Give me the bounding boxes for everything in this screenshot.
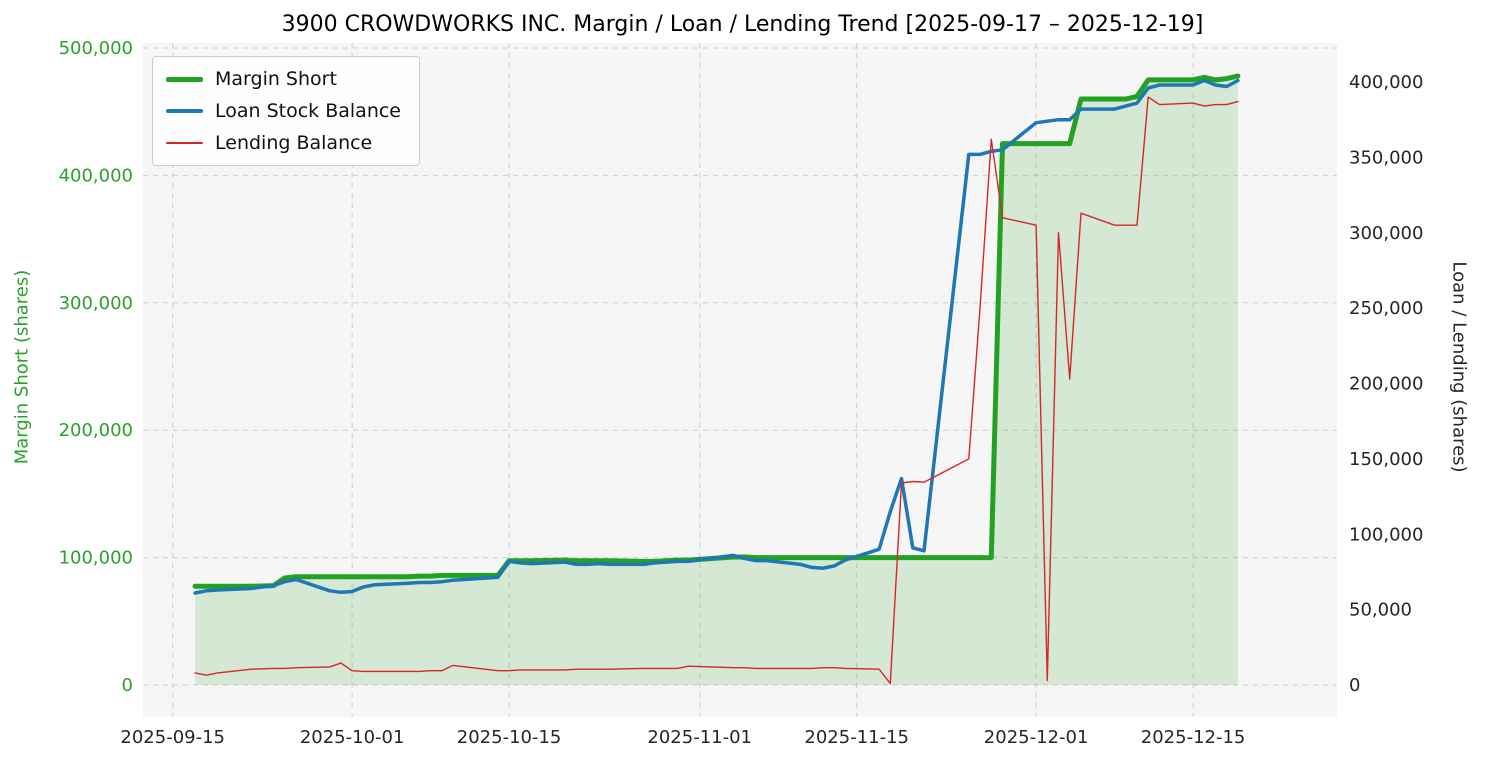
svg-text:400,000: 400,000: [59, 165, 133, 186]
svg-text:100,000: 100,000: [1349, 524, 1423, 545]
svg-text:100,000: 100,000: [59, 548, 133, 569]
chart-title: 3900 CROWDWORKS INC. Margin / Loan / Len…: [281, 12, 1204, 37]
svg-text:150,000: 150,000: [1349, 449, 1423, 470]
margin-short-line-sample: [166, 76, 203, 82]
lending-line-sample: [166, 142, 203, 144]
svg-text:2025-10-01: 2025-10-01: [300, 727, 405, 748]
svg-text:0: 0: [1349, 675, 1360, 696]
legend-label-loan-stock-balance: Loan Stock Balance: [215, 100, 402, 122]
svg-text:400,000: 400,000: [1349, 72, 1423, 93]
svg-text:200,000: 200,000: [1349, 374, 1423, 395]
svg-text:2025-09-15: 2025-09-15: [120, 727, 225, 748]
svg-text:500,000: 500,000: [59, 38, 133, 59]
legend-item-margin-short: Margin Short: [166, 68, 401, 90]
legend: Margin Short Loan Stock Balance Lending …: [152, 56, 421, 166]
svg-text:50,000: 50,000: [1349, 600, 1412, 621]
svg-text:2025-12-01: 2025-12-01: [984, 727, 1089, 748]
svg-text:200,000: 200,000: [59, 420, 133, 441]
svg-text:2025-11-01: 2025-11-01: [647, 727, 752, 748]
legend-item-loan-stock-balance: Loan Stock Balance: [166, 100, 401, 122]
svg-text:300,000: 300,000: [1349, 223, 1423, 244]
svg-text:2025-10-15: 2025-10-15: [457, 727, 562, 748]
svg-text:350,000: 350,000: [1349, 147, 1423, 168]
svg-text:0: 0: [122, 675, 133, 696]
svg-text:300,000: 300,000: [59, 293, 133, 314]
legend-label-lending-balance: Lending Balance: [215, 132, 373, 154]
legend-item-lending-balance: Lending Balance: [166, 132, 401, 154]
svg-text:2025-11-15: 2025-11-15: [804, 727, 909, 748]
legend-label-margin-short: Margin Short: [215, 68, 337, 90]
svg-text:250,000: 250,000: [1349, 298, 1423, 319]
svg-text:2025-12-15: 2025-12-15: [1141, 727, 1246, 748]
loan-stock-line-sample: [166, 109, 203, 113]
